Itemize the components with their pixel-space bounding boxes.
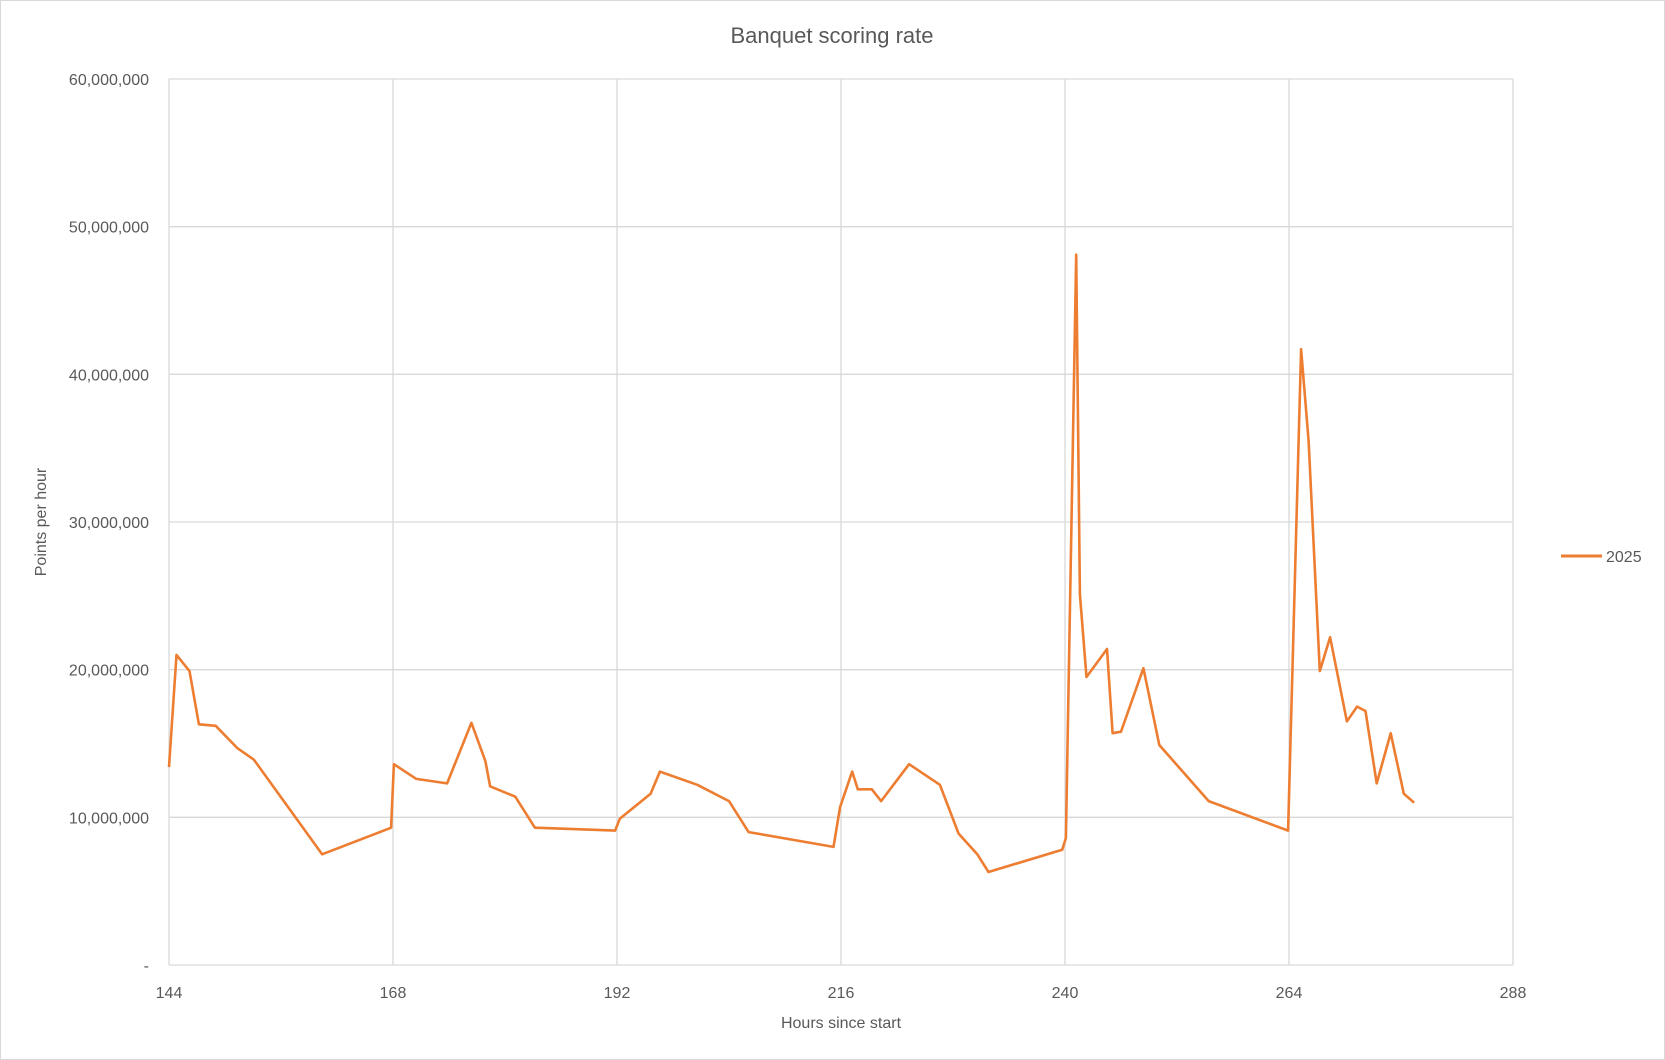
series-2025: [167, 253, 1415, 874]
x-tick-label: 288: [1500, 985, 1527, 1002]
x-tick-label: 168: [380, 985, 407, 1002]
legend-label-2025: 2025: [1606, 549, 1642, 566]
y-tick-label: 60,000,000: [69, 72, 149, 89]
y-tick-label: 30,000,000: [69, 515, 149, 532]
chart-title: Banquet scoring rate: [730, 23, 933, 48]
y-axis-tick-labels: - 10,000,000 20,000,000 30,000,000 40,000,00…: [69, 72, 149, 975]
x-tick-label: 216: [828, 985, 855, 1002]
x-axis-tick-labels: 144 168 192 216 240 264 288: [156, 985, 1527, 1002]
y-tick-label: 20,000,000: [69, 663, 149, 680]
x-tick-label: 264: [1276, 985, 1303, 1002]
gridlines: [168, 78, 1514, 966]
x-tick-label: 144: [156, 985, 183, 1002]
y-axis-label: Points per hour: [33, 467, 50, 576]
y-tick-label: 40,000,000: [69, 367, 149, 384]
y-tick-label: -: [144, 958, 149, 975]
y-tick-label: 50,000,000: [69, 220, 149, 237]
legend: 2025: [1561, 549, 1642, 566]
series-line-2025: [167, 253, 1415, 874]
x-tick-label: 192: [604, 985, 631, 1002]
x-tick-label: 240: [1052, 985, 1079, 1002]
x-axis-label: Hours since start: [781, 1015, 902, 1032]
y-tick-label: 10,000,000: [69, 810, 149, 827]
